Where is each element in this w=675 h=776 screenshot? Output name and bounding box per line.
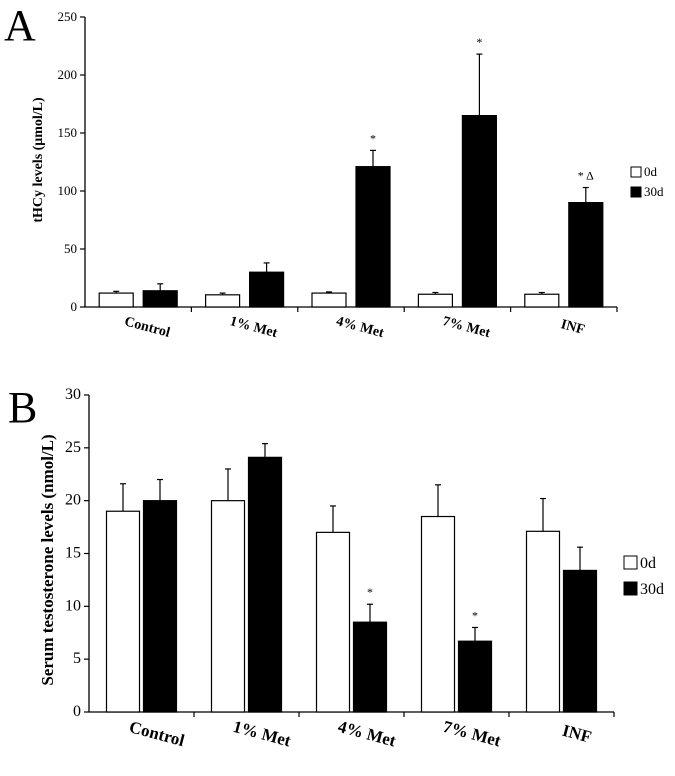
panel-a-letter: A: [4, 1, 36, 50]
panel-a-y-axis-title: tHCy levels (μmol/L): [31, 97, 46, 223]
bar-30d: [249, 271, 285, 308]
y-tick-label: 25: [65, 439, 81, 456]
bar-30d: [355, 166, 391, 308]
y-tick-label: 150: [58, 125, 78, 140]
category-label: Control: [127, 717, 187, 750]
legend-label-0d: 0d: [644, 164, 658, 179]
y-tick-label: 15: [65, 545, 81, 562]
significance-annotation: *: [370, 131, 376, 145]
bar-30d: [461, 114, 497, 308]
bar-0d: [524, 293, 560, 308]
y-tick-label: 250: [58, 9, 78, 24]
legend-label-30d: 30d: [640, 581, 664, 598]
legend-swatch-0d: [630, 166, 642, 178]
panel-b-letter: B: [8, 383, 37, 432]
legend-swatch-30d: [623, 581, 638, 596]
legend-swatch-30d: [630, 186, 642, 198]
bar-0d: [205, 294, 241, 308]
y-tick-label: 100: [58, 183, 78, 198]
legend-label-30d: 30d: [644, 184, 664, 199]
category-label: 4% Met: [336, 717, 398, 751]
category-label: 7% Met: [441, 717, 503, 751]
bar-30d: [142, 500, 178, 713]
category-label: Control: [123, 314, 172, 341]
significance-annotation: * Δ: [578, 169, 594, 183]
panel-a-chart: A tHCy levels (μmol/L) 0 50 100 150 200 250 C…: [4, 1, 664, 341]
significance-annotation: *: [472, 608, 478, 622]
bar-30d: [142, 290, 178, 308]
legend-swatch-0d: [623, 555, 638, 570]
y-tick-label: 0: [73, 703, 81, 720]
bar-0d: [417, 293, 453, 308]
category-label: 7% Met: [441, 314, 492, 341]
y-tick-label: 5: [73, 650, 81, 667]
panel-b-legend: 0d 30d: [623, 555, 664, 598]
bar-0d: [311, 292, 347, 308]
bar-0d: [525, 530, 561, 713]
y-tick-label: 50: [64, 241, 77, 256]
legend-label-0d: 0d: [640, 555, 656, 572]
category-label: 1% Met: [231, 717, 293, 751]
bar-30d: [568, 202, 604, 308]
bar-0d: [210, 500, 246, 713]
y-tick-label: 20: [65, 492, 81, 509]
bar-30d: [352, 621, 388, 713]
y-tick-label: 30: [65, 386, 81, 403]
significance-annotation: *: [476, 35, 482, 49]
category-label: 1% Met: [228, 314, 279, 341]
bar-0d: [315, 531, 351, 713]
category-label: 4% Met: [334, 314, 385, 341]
bar-0d: [98, 292, 134, 308]
panel-b-y-axis-title: Serum testosterone levels (nmol/L): [38, 434, 57, 685]
bar-30d: [247, 456, 283, 713]
y-tick-label: 0: [71, 299, 78, 314]
bar-30d: [457, 640, 493, 713]
bar-30d: [562, 569, 598, 713]
significance-annotation: *: [367, 585, 373, 599]
bar-0d: [105, 510, 141, 713]
y-tick-label: 10: [65, 597, 81, 614]
y-tick-label: 200: [58, 67, 78, 82]
bar-0d: [420, 515, 456, 713]
category-label: INF: [559, 317, 586, 338]
panel-b-chart: B Serum testosterone levels (nmol/L) 0 5 1…: [8, 383, 664, 751]
category-label: INF: [560, 721, 593, 747]
